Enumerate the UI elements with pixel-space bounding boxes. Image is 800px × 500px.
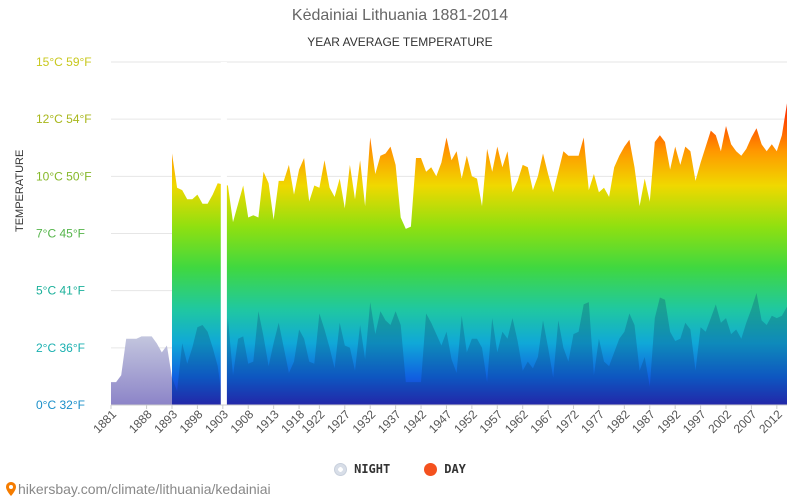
source-link[interactable]: hikersbay.com/climate/lithuania/kedainia…	[6, 481, 271, 497]
x-tick-label: 1927	[324, 407, 353, 436]
x-tick-label: 2007	[731, 407, 760, 436]
legend-day-marker	[424, 462, 438, 476]
x-tick-label: 1972	[553, 407, 582, 436]
legend: NIGHT DAY	[0, 462, 800, 476]
data-gap	[220, 62, 227, 405]
legend-night-marker	[334, 462, 348, 476]
y-tick-label: 10°C 50°F	[36, 169, 92, 183]
x-tick-label: 1942	[400, 407, 429, 436]
x-tick-label: 1997	[680, 407, 709, 436]
y-tick-label: 15°C 59°F	[36, 55, 92, 69]
x-tick-label: 1893	[151, 407, 180, 436]
x-tick-label: 1992	[655, 407, 684, 436]
x-tick-label: 1913	[253, 407, 282, 436]
x-tick-label: 1888	[126, 407, 155, 436]
x-tick-label: 1982	[604, 407, 633, 436]
chart-subtitle: YEAR AVERAGE TEMPERATURE	[307, 35, 493, 49]
source-url: hikersbay.com/climate/lithuania/kedainia…	[18, 481, 271, 497]
legend-item-day[interactable]: DAY	[424, 462, 466, 476]
x-tick-label: 1967	[527, 407, 556, 436]
chart-title: Kėdainiai Lithuania 1881-2014	[291, 7, 509, 24]
x-tick-label: 1977	[578, 407, 607, 436]
y-tick-label: 7°C 45°F	[36, 227, 85, 241]
x-tick-label: 1962	[502, 407, 531, 436]
x-tick-label: 1952	[451, 407, 480, 436]
legend-day-label: DAY	[444, 462, 466, 476]
x-tick-label: 2002	[705, 407, 734, 436]
y-tick-label: 2°C 36°F	[36, 341, 85, 355]
x-tick-label: 1908	[228, 407, 257, 436]
legend-night-label: NIGHT	[354, 462, 391, 476]
y-tick-label: 5°C 41°F	[36, 284, 85, 298]
x-tick-label: 1903	[202, 407, 231, 436]
x-tick-label: 1898	[177, 407, 206, 436]
series-night-area	[171, 293, 787, 405]
series-night-early-area	[111, 336, 172, 405]
x-tick-label: 1937	[375, 407, 404, 436]
map-pin-icon	[6, 482, 16, 496]
x-tick-label: 1881	[90, 407, 119, 436]
x-tick-label: 1947	[426, 407, 455, 436]
y-tick-label: 12°C 54°F	[36, 112, 92, 126]
x-tick-label: 1922	[299, 407, 328, 436]
series-day-area	[171, 103, 787, 405]
x-tick-label: 1932	[350, 407, 379, 436]
y-tick-label: 0°C 32°F	[36, 398, 85, 412]
x-tick-label: 1957	[477, 407, 506, 436]
x-tick-label: 1987	[629, 407, 658, 436]
legend-item-night[interactable]: NIGHT	[334, 462, 390, 476]
x-tick-label: 2012	[756, 407, 785, 436]
